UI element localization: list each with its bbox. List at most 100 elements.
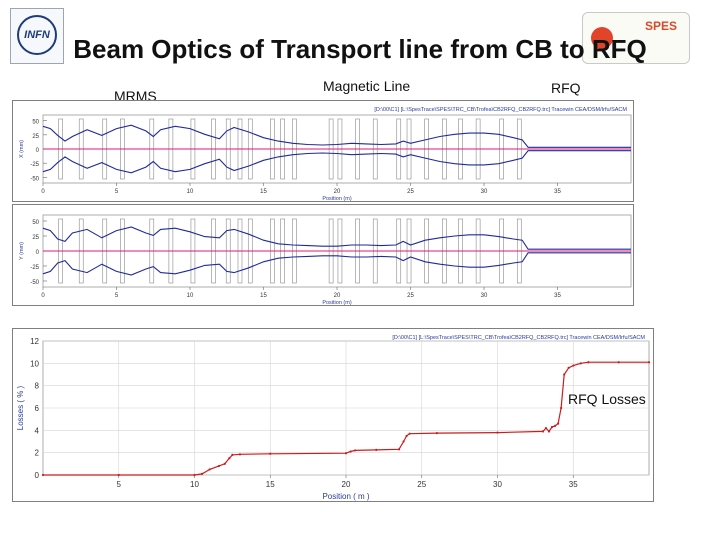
y-axis-label: Losses ( % ) (16, 385, 25, 430)
x-tick-label: 20 (334, 293, 341, 299)
losses-data-point (541, 430, 545, 433)
x-tick-label: 0 (41, 293, 45, 299)
slide-title: Beam Optics of Transport line from CB to… (73, 34, 647, 64)
x-tick-label: 35 (554, 189, 561, 195)
x-tick-label: 25 (417, 480, 426, 489)
x-tick-label: 5 (115, 293, 119, 299)
x-tick-label: 5 (115, 189, 119, 195)
losses-data-point (647, 361, 651, 364)
losses-data-point (557, 422, 560, 425)
losses-data-point (402, 440, 405, 443)
x-axis-label: Position (m) (322, 300, 352, 305)
label-rfq-losses: RFQ Losses (568, 391, 646, 407)
label-magnetic-line: Magnetic Line (323, 78, 411, 94)
losses-data-point (208, 468, 211, 471)
losses-data-point (435, 432, 438, 435)
losses-data-point (200, 472, 204, 475)
x-tick-label: 25 (407, 189, 414, 195)
losses-data-point (547, 430, 551, 433)
losses-data-point (408, 432, 411, 435)
y-tick-label: -50 (30, 176, 39, 182)
envelope-lower-curve (42, 252, 631, 276)
y-tick-label: 6 (35, 404, 40, 413)
y-envelope-plot: 50 25 0 -25 -50 0 5 10 15 20 25 30 35 Position (m) Y (… (12, 204, 634, 306)
x-tick-label: 30 (481, 189, 488, 195)
y-tick-label: -25 (30, 162, 39, 168)
losses-data-point (238, 453, 242, 456)
losses-data-point (228, 457, 231, 460)
y-tick-label: 50 (32, 220, 39, 226)
x-tick-label: 20 (334, 189, 341, 195)
x-tick-label: 10 (187, 293, 194, 299)
losses-data-point (231, 453, 234, 456)
y-tick-label: 0 (36, 250, 40, 256)
x-tick-label: 10 (187, 189, 194, 195)
y-tick-label: 8 (35, 382, 40, 391)
spes-logo: SPES (582, 12, 690, 64)
y-tick-label: 25 (32, 134, 39, 140)
x-tick-label: 20 (342, 480, 351, 489)
losses-data-point (572, 364, 575, 367)
spes-logo-text: SPES (645, 19, 678, 33)
losses-data-point (563, 373, 566, 376)
y-tick-label: 25 (32, 235, 39, 241)
losses-data-point (353, 449, 357, 452)
losses-data-point (344, 452, 348, 455)
infn-logo-text: INFN (24, 29, 50, 41)
losses-data-point (349, 450, 352, 453)
losses-data-point (117, 473, 120, 477)
x-tick-label: 15 (260, 189, 267, 195)
envelope-upper-curve (42, 124, 631, 148)
y-tick-label: 50 (32, 120, 39, 126)
y-envelope-chart: 50 25 0 -25 -50 0 5 10 15 20 25 30 35 Position (m) Y (… (19, 214, 632, 305)
x-envelope-plot: [D:\00\C1] [L:\SpesTrace\SPES\TRC_CB\Tro… (12, 100, 634, 202)
infn-logo: INFN (10, 8, 64, 64)
losses-data-point (496, 431, 499, 434)
x-tick-label: 25 (407, 293, 414, 299)
y-tick-label: -50 (30, 280, 39, 286)
x-tick-label: 35 (554, 293, 561, 299)
losses-data-point (550, 425, 554, 429)
x-tick-label: 10 (190, 480, 199, 489)
losses-data-point (41, 473, 45, 477)
losses-data-point (397, 448, 401, 451)
envelope-upper-curve (42, 226, 631, 250)
losses-data-point (587, 361, 590, 364)
x-envelope-chart: [D:\00\C1] [L:\SpesTrace\SPES\TRC_CB\Tro… (19, 107, 632, 201)
infn-logo-ring (17, 15, 57, 55)
losses-data-point (544, 427, 548, 430)
y-axis-label: X (mm) (19, 140, 25, 158)
y-axis-label: Y (mm) (19, 242, 25, 260)
x-tick-label: 5 (117, 480, 122, 489)
envelope-lower-curve (42, 150, 631, 174)
y-tick-label: 0 (35, 471, 40, 480)
losses-data-point (567, 366, 570, 369)
y-tick-label: 12 (30, 337, 39, 346)
losses-data-point (217, 464, 220, 468)
losses-data-point (223, 462, 226, 465)
y-tick-label: 2 (35, 449, 40, 458)
x-tick-label: 35 (569, 480, 578, 489)
y-tick-label: 4 (35, 426, 40, 435)
losses-data-point (579, 362, 582, 365)
x-tick-label: 15 (266, 480, 275, 489)
x-tick-label: 30 (481, 293, 488, 299)
losses-data-point (375, 448, 378, 451)
x-tick-label: 15 (260, 293, 267, 299)
x-axis-label: Position (m) (322, 196, 352, 201)
y-tick-label: 10 (30, 359, 39, 368)
y-tick-label: 0 (36, 148, 40, 154)
x-axis-label: Position ( m ) (322, 492, 369, 501)
x-tick-label: 0 (41, 189, 45, 195)
losses-data-point (193, 473, 196, 477)
losses-data-point (560, 406, 563, 410)
losses-data-point (405, 434, 408, 438)
chart-header-text: [D:\00\C1] [L:\SpesTrace\SPES\TRC_CB\Tro… (374, 107, 627, 113)
x-tick-label: 30 (493, 480, 502, 489)
label-rfq: RFQ (551, 80, 581, 96)
y-tick-label: -25 (30, 265, 39, 271)
losses-chart: [D:\00\C1] [L:\SpesTrace\SPES\TRC_CB\Tro… (16, 335, 651, 501)
chart-header-text: [D:\00\C1] [L:\SpesTrace\SPES\TRC_CB\Tro… (392, 335, 645, 341)
losses-data-point (269, 452, 272, 455)
losses-data-point (617, 361, 620, 364)
